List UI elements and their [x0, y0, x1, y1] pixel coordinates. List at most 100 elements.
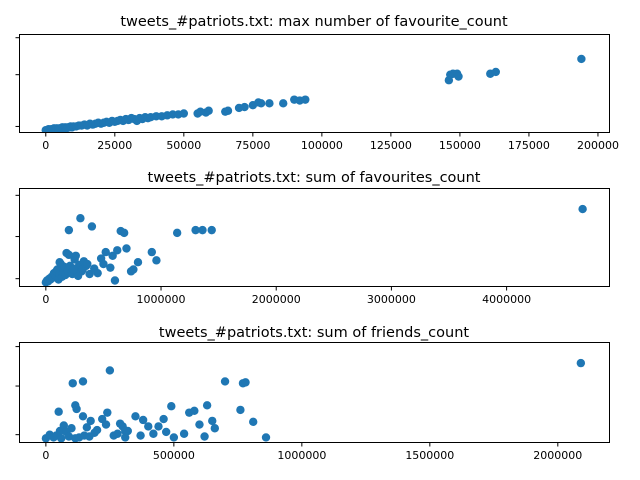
data-point: [256, 99, 266, 108]
data-point: [93, 268, 102, 278]
scatter-series: [41, 358, 586, 442]
data-point: [82, 423, 92, 432]
data-point: [92, 425, 102, 435]
data-point: [236, 405, 245, 415]
data-point: [279, 99, 288, 108]
data-point: [64, 225, 74, 235]
x-tick-label: 0: [42, 139, 49, 152]
data-point: [68, 379, 77, 388]
data-point: [161, 427, 171, 437]
data-point: [122, 244, 131, 253]
x-tick-label: 3000000: [367, 293, 416, 306]
data-point: [167, 402, 176, 411]
data-point: [101, 420, 111, 429]
data-point: [179, 429, 189, 438]
data-point: [87, 222, 97, 231]
data-point: [136, 431, 145, 440]
x-tick-label: 4000000: [482, 293, 531, 306]
subplot-sum-favourites-count: tweets_#patriots.txt: sum of favourites_…: [15, 170, 610, 306]
data-point: [67, 424, 76, 433]
data-point: [69, 265, 78, 274]
data-point: [110, 276, 120, 285]
scatter-series: [41, 204, 587, 286]
data-point: [86, 416, 95, 426]
x-tick-label: 0: [42, 293, 49, 306]
data-point: [207, 225, 216, 235]
data-point: [131, 412, 140, 421]
subplot-sum-friends-count: tweets_#patriots.txt: sum of friends_cou…: [15, 325, 610, 462]
data-point: [78, 377, 88, 386]
data-point: [108, 251, 117, 260]
data-point: [172, 228, 182, 238]
data-point: [491, 67, 500, 77]
data-point: [578, 204, 587, 214]
x-tick-label: 1000000: [277, 449, 326, 462]
x-tick-label: 25000: [97, 139, 132, 152]
data-point: [71, 401, 80, 410]
data-point: [119, 228, 129, 238]
data-point: [576, 358, 586, 368]
data-point: [121, 426, 130, 436]
x-tick-label: 2000000: [252, 293, 301, 306]
x-tick-label: 50000: [166, 139, 201, 152]
data-point: [64, 432, 74, 441]
data-point: [220, 377, 230, 386]
data-point: [85, 269, 94, 279]
data-point: [202, 401, 212, 410]
x-tick-label: 125000: [370, 139, 412, 152]
data-point: [85, 432, 94, 441]
data-point: [241, 378, 250, 387]
x-tick-label: 150000: [439, 139, 481, 152]
data-point: [147, 247, 157, 257]
data-point: [210, 424, 220, 433]
data-point: [101, 247, 110, 257]
data-point: [208, 416, 217, 426]
axes-frame: [19, 188, 610, 287]
data-point: [159, 414, 168, 424]
data-point: [198, 225, 207, 235]
chart-title: tweets_#patriots.txt: sum of favourites_…: [148, 170, 481, 186]
data-point: [249, 417, 258, 427]
data-point: [76, 214, 85, 223]
data-point: [454, 72, 463, 81]
data-point: [133, 257, 143, 267]
data-point: [169, 433, 179, 442]
data-point: [71, 251, 80, 260]
data-point: [195, 420, 204, 429]
x-tick-label: 175000: [508, 139, 550, 152]
data-point: [200, 432, 209, 441]
data-point: [179, 109, 189, 118]
data-point: [57, 434, 66, 442]
data-point: [113, 429, 122, 438]
x-tick-label: 500000: [153, 449, 195, 462]
data-point: [55, 257, 64, 267]
x-tick-label: 1500000: [405, 449, 454, 462]
x-tick-label: 2000000: [533, 449, 582, 462]
x-tick-label: 0: [42, 449, 49, 462]
data-point: [152, 256, 161, 265]
x-tick-label: 100000: [301, 139, 343, 152]
data-point: [204, 106, 213, 115]
data-point: [59, 421, 68, 430]
data-point: [83, 259, 92, 269]
scatter-series: [41, 54, 586, 132]
x-tick-label: 1000000: [137, 293, 186, 306]
data-point: [78, 412, 88, 421]
data-point: [577, 54, 586, 64]
data-point: [99, 259, 108, 269]
data-point: [240, 102, 249, 112]
chart-title: tweets_#patriots.txt: sum of friends_cou…: [159, 325, 469, 341]
data-point: [190, 406, 199, 416]
data-point: [301, 95, 310, 104]
data-point: [223, 106, 233, 115]
subplot-max-favourite-count: tweets_#patriots.txt: max number of favo…: [15, 14, 619, 152]
data-point: [106, 263, 115, 272]
data-point: [261, 433, 271, 442]
data-point: [129, 265, 138, 274]
data-point: [265, 99, 274, 108]
data-point: [105, 366, 115, 375]
data-point: [144, 422, 153, 431]
data-point: [191, 225, 200, 235]
x-tick-label: 75000: [235, 139, 270, 152]
